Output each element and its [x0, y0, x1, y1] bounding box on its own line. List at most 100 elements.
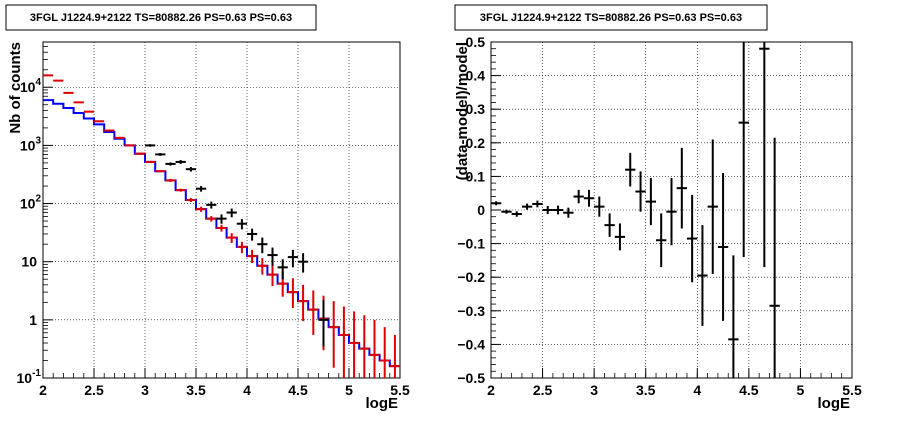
model-error-bar	[104, 129, 115, 132]
x-axis-label: logE	[366, 395, 399, 412]
model-error-bar	[165, 178, 176, 182]
x-tick-label: 5.5	[842, 382, 862, 398]
model-error-bar	[43, 74, 54, 77]
plot-frame	[42, 41, 401, 379]
y-tick-label: −0.1	[457, 236, 485, 252]
model-error-bar	[328, 301, 339, 368]
data-layer	[43, 74, 400, 378]
y-tick-label: −0.2	[457, 269, 485, 285]
data-point	[165, 162, 176, 166]
residual-point	[511, 211, 522, 217]
data-point	[155, 153, 166, 156]
x-tick-label: 3	[590, 382, 598, 398]
data-point	[257, 237, 268, 254]
model-error-bar	[63, 91, 74, 94]
model-error-bar	[389, 334, 400, 378]
spectrum-panel: 3FGL J1224.9+2122 TS=80882.26 PS=0.63 PS…	[5, 4, 410, 412]
x-tick-label: 5	[797, 382, 805, 398]
data-point	[206, 201, 217, 209]
x-tick-label: 2	[39, 382, 47, 398]
residual-point	[521, 203, 533, 210]
residual-point	[697, 225, 708, 326]
model-error-bar	[94, 120, 105, 123]
y-tick-exponent: 3	[35, 135, 41, 146]
y-axis-label: (data-model)/model	[454, 42, 471, 180]
y-tick-label: −0.5	[457, 370, 485, 386]
y-tick-label: −0.3	[457, 303, 485, 319]
model-step-line	[43, 99, 400, 368]
residual-point	[666, 178, 677, 246]
model-error-bar	[206, 216, 217, 222]
y-tick-label: 10	[21, 254, 37, 270]
x-tick-label: 5.5	[390, 382, 410, 398]
x-tick-label: 5	[345, 382, 353, 398]
model-error-bar	[267, 264, 278, 287]
data-point	[277, 259, 288, 280]
data-point	[226, 208, 237, 218]
data-point	[175, 160, 186, 164]
data-point	[236, 219, 247, 230]
x-tick-label: 2.5	[533, 382, 553, 398]
model-error-bar	[196, 206, 207, 212]
title-box	[5, 4, 317, 31]
data-point	[196, 186, 207, 192]
model-error-bar	[369, 319, 380, 378]
x-axis-label: logE	[818, 395, 851, 412]
y-axis-label: Nb of counts	[7, 42, 24, 134]
model-error-bar	[349, 311, 360, 378]
residual-point	[676, 147, 687, 229]
model-error-bar	[287, 278, 298, 308]
y-tick-label: −0.4	[457, 336, 485, 352]
model-error-bar	[145, 160, 156, 163]
data-point	[298, 253, 309, 273]
x-tick-label: 2.5	[84, 382, 104, 398]
y-tick-exponent: 4	[35, 77, 41, 88]
y-tick-label: 0.2	[466, 135, 486, 151]
residual-point	[717, 173, 729, 321]
x-tick-label: 3.5	[636, 382, 656, 398]
y-tick-label: 0.3	[466, 101, 486, 117]
model-error-bar	[155, 170, 166, 173]
residual-point	[552, 205, 564, 215]
model-error-bar	[53, 79, 64, 82]
residual-point	[625, 152, 636, 187]
x-tick-label: 4	[693, 382, 701, 398]
residual-point	[491, 201, 502, 206]
model-error-bar	[134, 152, 145, 155]
model-error-bar	[338, 306, 349, 378]
residuals-panel: 3FGL J1224.9+2122 TS=80882.26 PS=0.63 PS…	[454, 4, 862, 412]
data-point	[267, 247, 278, 266]
x-tick-label: 3	[141, 382, 149, 398]
model-error-bar	[298, 284, 309, 322]
y-tick-label: 0	[477, 202, 485, 218]
residual-point	[604, 213, 615, 237]
model-error-bar	[359, 315, 370, 378]
model-error-bar	[226, 233, 237, 243]
data-point	[216, 214, 227, 224]
model-error-bar	[124, 144, 135, 147]
data-layer	[491, 42, 780, 378]
residual-point	[563, 207, 574, 218]
y-tick-label: 103	[20, 135, 42, 153]
data-point	[287, 249, 298, 268]
y-tick-label: 0.5	[466, 34, 486, 50]
y-tick-exponent: 2	[35, 194, 41, 205]
model-error-bar	[247, 249, 258, 263]
x-tick-label: 3.5	[186, 382, 206, 398]
model-error-bar	[379, 327, 390, 378]
data-point	[185, 167, 196, 172]
data-point	[145, 144, 156, 147]
residual-point	[769, 137, 780, 378]
residual-point	[728, 255, 739, 378]
residual-point	[501, 209, 512, 214]
residual-point	[738, 42, 749, 258]
residual-point	[573, 189, 584, 204]
y-tick-exponent: -1	[32, 368, 41, 379]
y-tick-label: 1	[29, 312, 37, 328]
residual-point	[656, 213, 667, 268]
chart-title: 3FGL J1224.9+2122 TS=80882.26 PS=0.63 PS…	[30, 12, 292, 24]
x-tick-label: 2	[487, 382, 495, 398]
x-tick-label: 4	[243, 382, 251, 398]
residual-point	[542, 205, 553, 215]
